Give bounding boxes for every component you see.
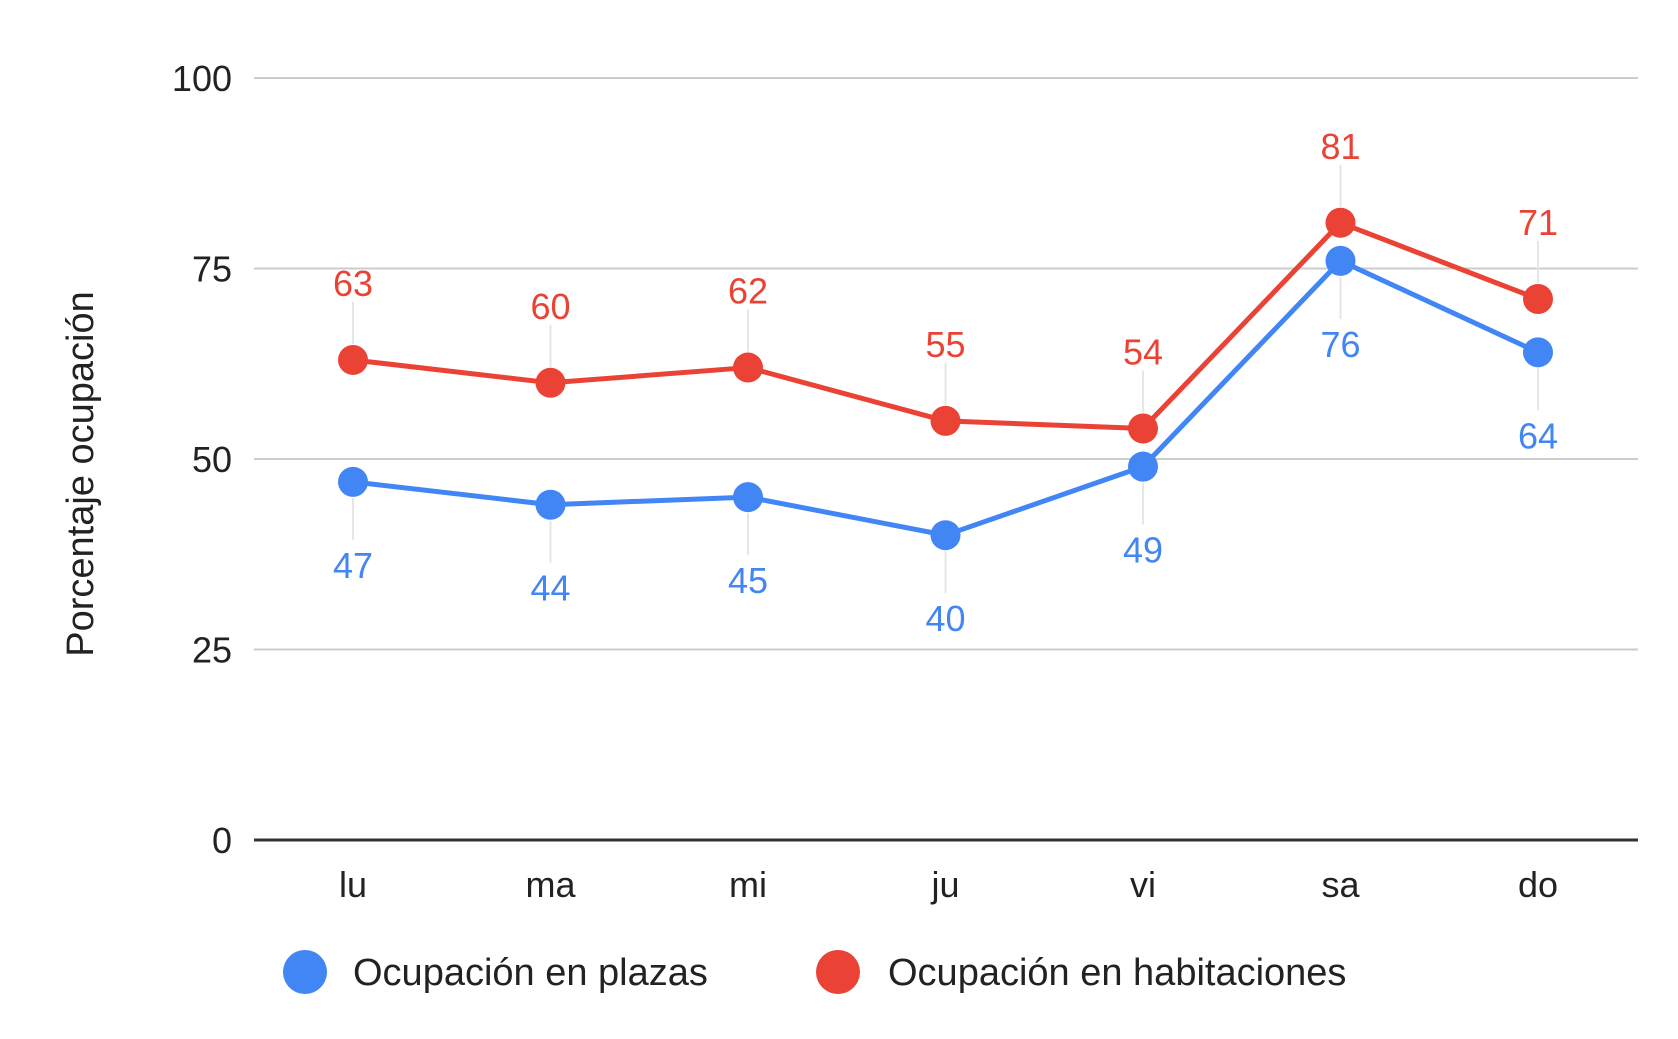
x-axis-ticks: lu ma mi ju vi sa do [339,864,1558,905]
y-axis-ticks: 0 25 50 75 100 [172,58,232,861]
data-label: 76 [1320,324,1360,365]
x-tick-label: sa [1321,864,1360,905]
data-point [1128,413,1158,444]
data-labels: 47 44 45 40 49 76 64 63 60 62 55 54 81 71 [333,126,1558,639]
data-label: 71 [1518,202,1558,243]
y-tick-label: 50 [192,439,232,480]
data-label: 44 [530,568,570,609]
data-point [930,520,961,551]
data-label: 64 [1518,415,1558,456]
data-label: 45 [728,560,768,601]
data-point [733,352,763,383]
data-label: 55 [925,324,965,365]
data-label: 81 [1320,126,1360,167]
data-label: 47 [333,545,373,586]
x-tick-label: lu [339,864,367,905]
x-tick-label: do [1518,864,1558,905]
x-tick-label: ju [930,864,959,905]
y-tick-label: 0 [212,820,232,861]
data-label: 62 [728,271,768,312]
data-label: 49 [1123,530,1163,571]
data-point [733,482,763,513]
data-point [1523,283,1553,314]
y-tick-label: 100 [172,58,232,99]
x-tick-label: ma [525,864,576,905]
data-label: 40 [925,598,965,639]
y-tick-label: 25 [192,630,232,671]
data-label: 63 [333,263,373,304]
data-point [1128,451,1158,482]
legend-marker [816,950,860,994]
data-point [338,344,368,375]
data-point [1325,207,1356,238]
data-label-leaders [352,164,1539,594]
legend: Ocupación en plazas Ocupación en habitaci… [283,950,1346,994]
y-axis-title: Porcentaje ocupación [60,291,102,656]
data-point [1523,337,1553,368]
legend-label: Ocupación en habitaciones [888,952,1346,994]
data-point [930,405,961,436]
data-point [338,466,368,497]
data-label: 60 [530,286,570,327]
legend-label: Ocupación en plazas [353,952,708,994]
legend-marker [283,950,327,994]
data-point [1325,245,1356,276]
data-label: 54 [1123,332,1163,373]
x-tick-label: mi [729,864,767,905]
y-tick-label: 75 [192,249,232,290]
gridlines [254,77,1638,842]
x-tick-label: vi [1130,864,1156,905]
data-point [535,367,566,398]
series-lines [338,207,1553,551]
data-point [535,489,566,520]
